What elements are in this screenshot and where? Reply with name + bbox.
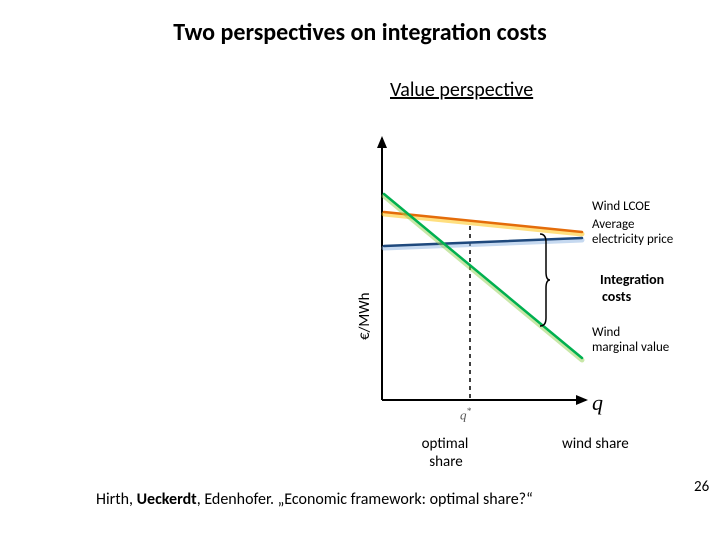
integration-brace: [540, 234, 550, 326]
y-axis-label: €/MWh: [356, 293, 374, 340]
wind-marginal: [384, 194, 582, 358]
optimal-share-l2: share: [416, 454, 476, 471]
label-avg-price-l2: electricity price: [592, 233, 712, 247]
label-integration-l2: costs: [602, 289, 702, 304]
label-integration-l1: Integration: [600, 272, 700, 287]
subtitle-value-perspective: Value perspective: [390, 78, 533, 102]
q-star-label: q*: [460, 406, 471, 423]
optimal-share-l1: optimal: [410, 436, 480, 453]
wind-share-label: wind share: [562, 436, 629, 453]
label-avg-price-l1: Average: [592, 218, 702, 232]
label-wind-marginal-l2: marginal value: [592, 341, 712, 355]
label-wind-lcoe: Wind LCOE: [592, 200, 702, 214]
q-label: q: [592, 390, 603, 416]
label-wind-marginal-l1: Wind: [592, 326, 702, 340]
page-number: 26: [694, 478, 709, 496]
wind-marginal-shadow: [384, 196, 582, 360]
integration-cost-chart: [350, 130, 590, 420]
slide-title: Two perspectives on integration costs: [110, 18, 610, 47]
citation: Hirth, Ueckerdt, Edenhofer. „Economic fr…: [96, 490, 533, 509]
